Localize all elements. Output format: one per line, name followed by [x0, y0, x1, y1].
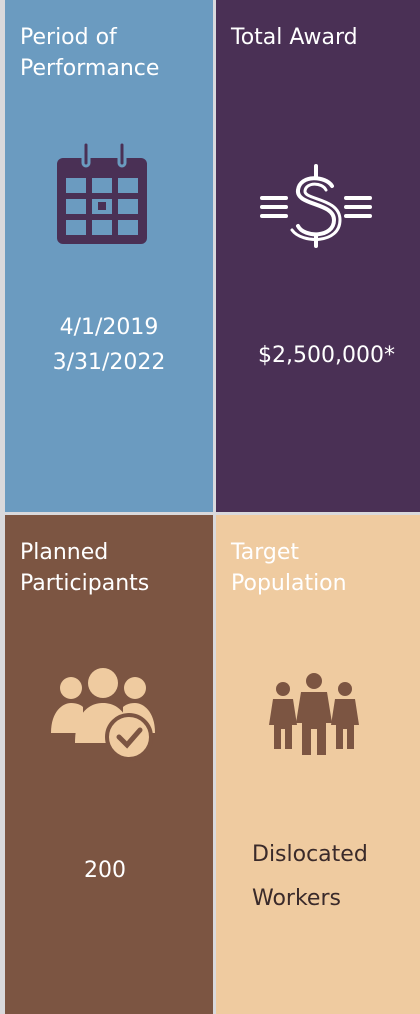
- title-line: Total Award: [231, 25, 358, 50]
- tile-participants: Planned Participants 200: [5, 515, 213, 1014]
- tile-value: $2,500,000*: [258, 343, 395, 368]
- tile-award: Total Award $2,500,000*: [216, 0, 420, 512]
- value-line: Dislocated: [252, 842, 368, 867]
- title-line: Planned: [20, 540, 109, 565]
- tile-title: Planned Participants: [20, 537, 149, 599]
- people-icon: [269, 673, 359, 755]
- value-line: 3/31/2022: [52, 350, 166, 375]
- title-line: Participants: [20, 571, 150, 596]
- title-line: Population: [231, 571, 347, 596]
- tile-value: 4/1/2019 3/31/2022: [5, 310, 213, 380]
- group-icon: [51, 668, 155, 761]
- title-line: Target: [231, 540, 300, 565]
- value-line: 4/1/2019: [59, 315, 159, 340]
- dollar-icon: [260, 164, 372, 248]
- tile-title: Period of Performance: [20, 22, 159, 84]
- calendar-icon: [57, 140, 147, 244]
- value-line: Workers: [252, 886, 341, 911]
- tile-title: Total Award: [231, 22, 358, 53]
- tile-period: Period of Performance 4/1/2019 3/31/2022: [5, 0, 213, 512]
- title-line: Performance: [20, 56, 160, 81]
- tile-value: 200: [84, 858, 126, 883]
- tile-value: Dislocated Workers: [252, 833, 368, 921]
- title-line: Period of: [20, 25, 117, 50]
- tile-population: Target Population Dislocated Workers: [216, 515, 420, 1014]
- tile-title: Target Population: [231, 537, 347, 599]
